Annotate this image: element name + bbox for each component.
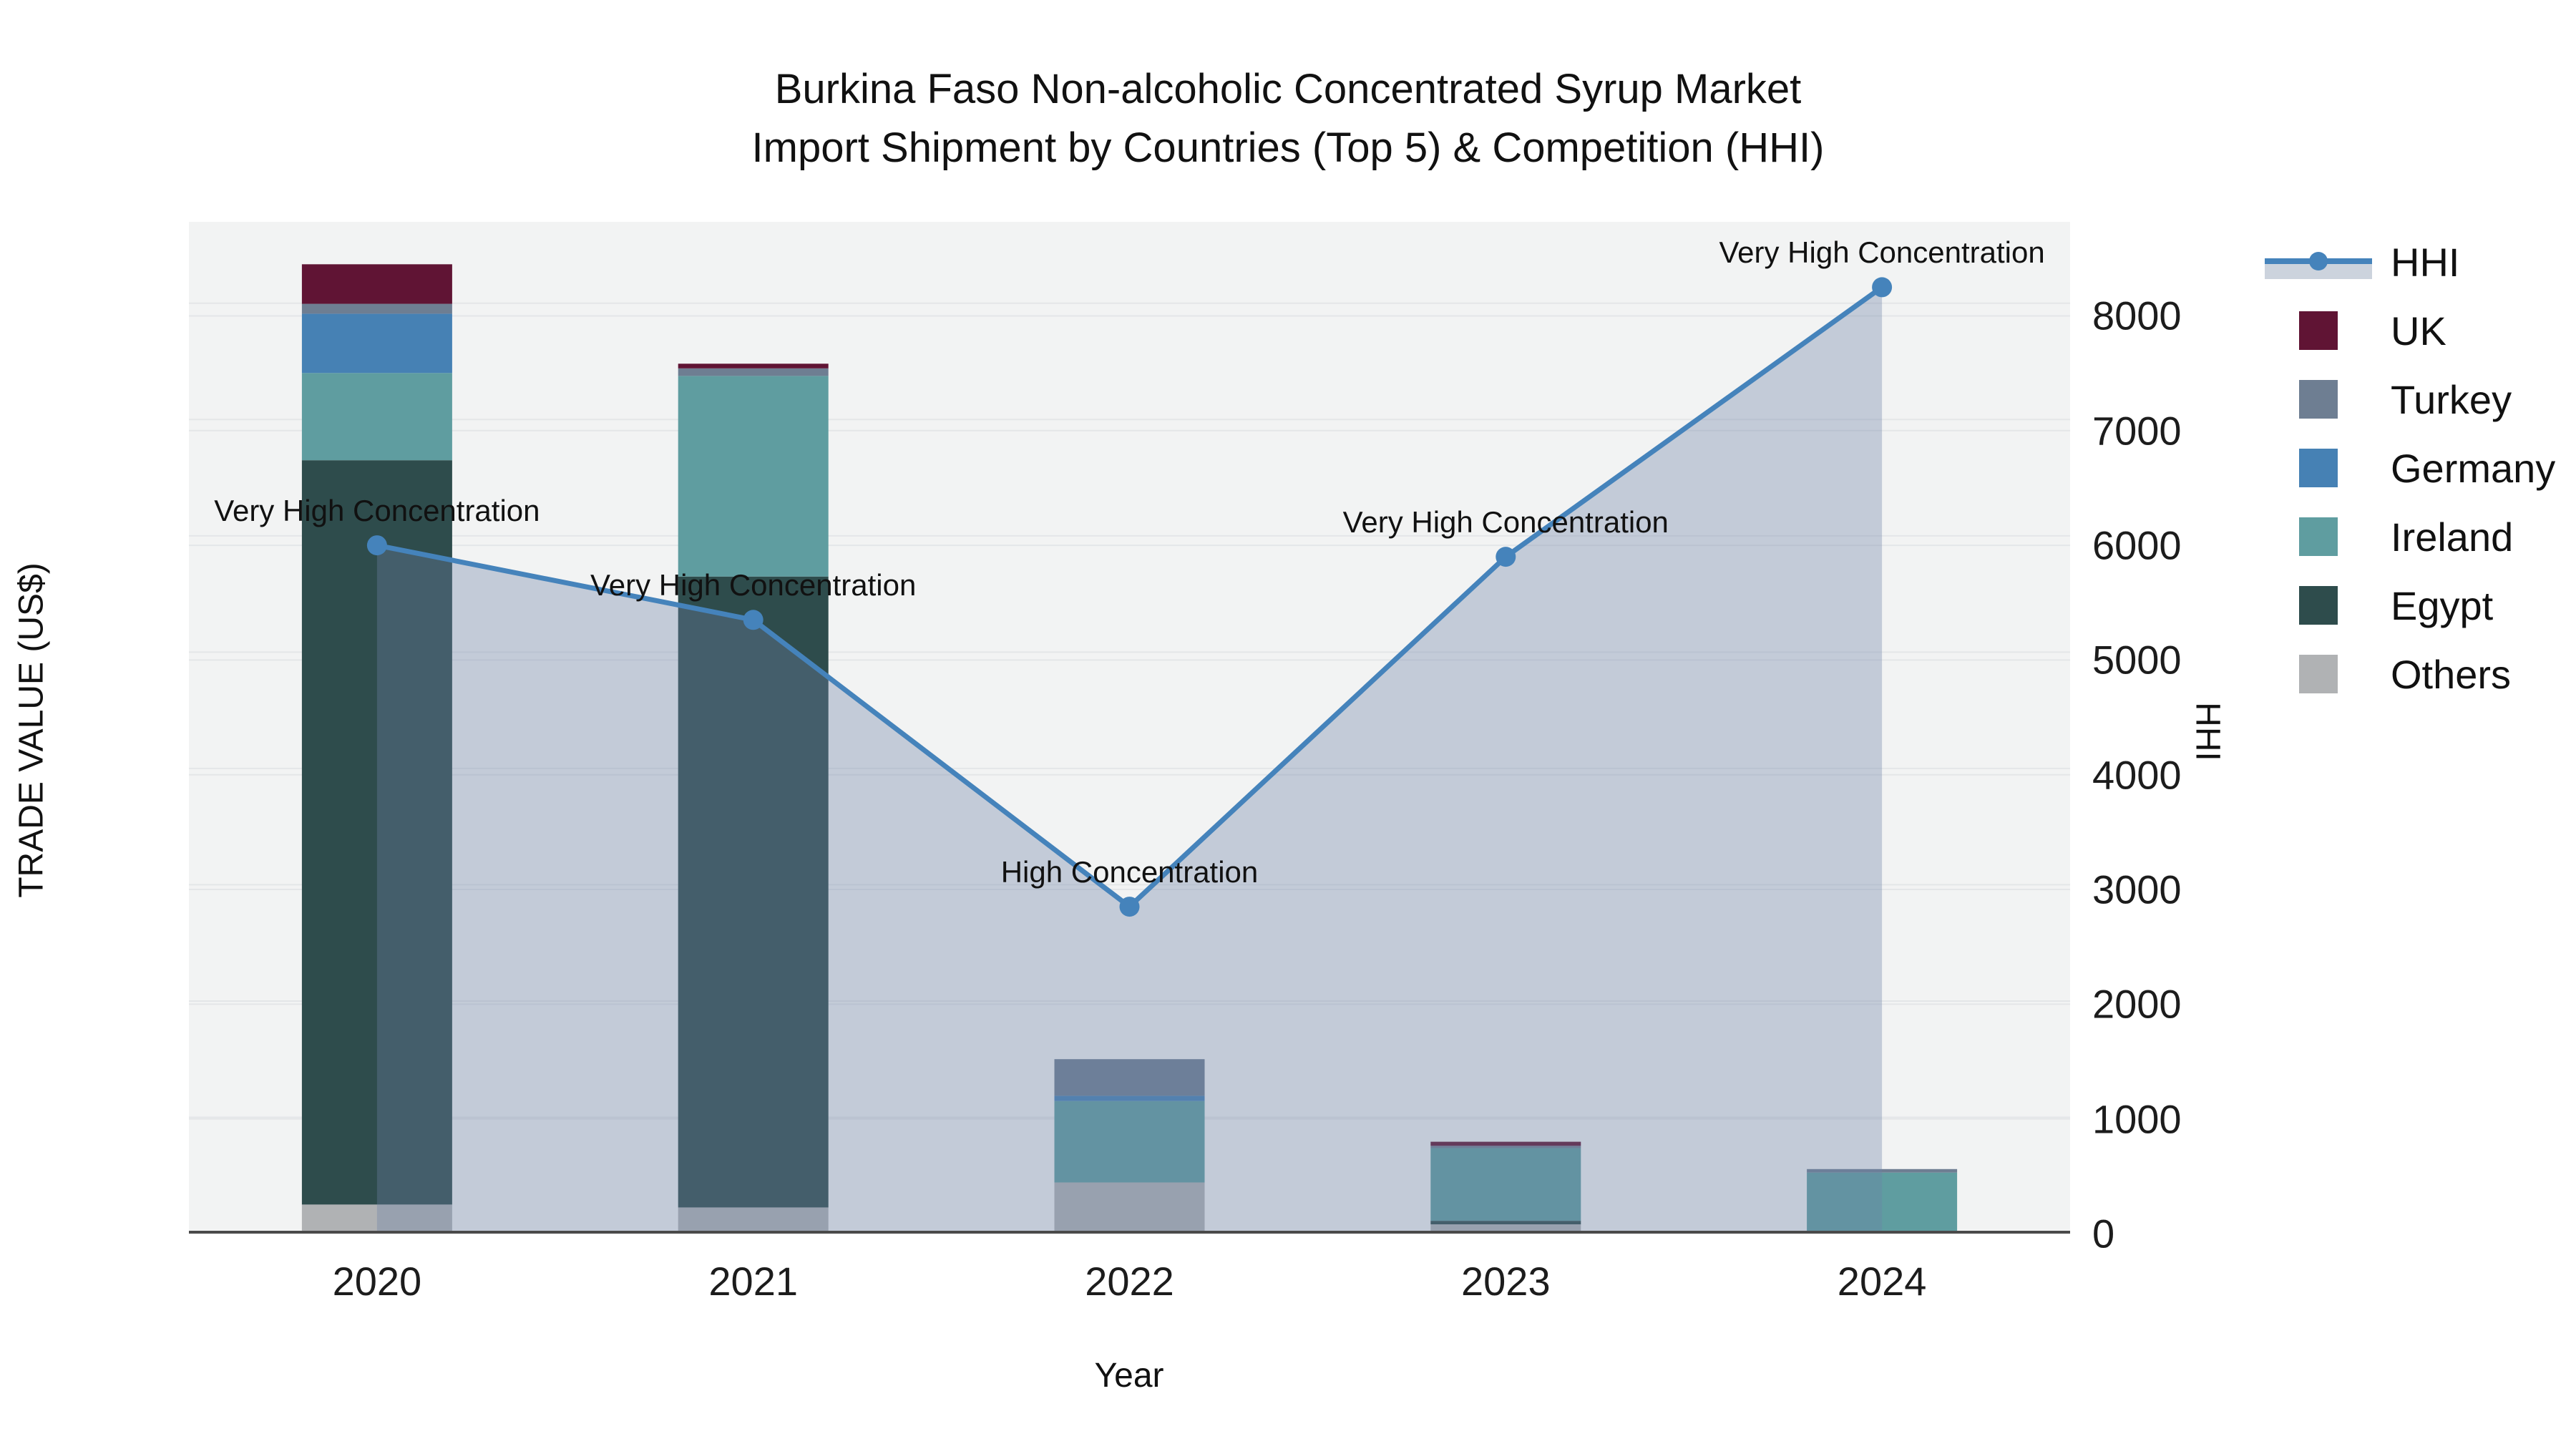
legend-label: Others (2391, 651, 2512, 697)
legend-item-hhi[interactable]: HHI (2265, 228, 2555, 296)
right-tick-8000: 8000 (2092, 293, 2182, 338)
hhi-area-fill (376, 287, 1883, 1234)
hhi-marker-2022[interactable] (1119, 897, 1140, 917)
turkey-swatch-icon (2265, 365, 2372, 434)
hhi-band (2265, 263, 2372, 279)
color-swatch (2299, 517, 2338, 556)
legend-label: Egypt (2391, 582, 2494, 628)
x-tick-2023: 2023 (1461, 1259, 1551, 1304)
bar-segment-turkey-2020[interactable] (301, 303, 452, 314)
legend-label: Turkey (2391, 376, 2512, 422)
right-axis-title: HHI (2188, 702, 2227, 761)
x-tick-2024: 2024 (1837, 1259, 1927, 1304)
bar-segment-others-2020[interactable] (301, 1204, 452, 1234)
legend-item-others[interactable]: Others (2265, 640, 2555, 708)
bar-segment-egypt-2021[interactable] (678, 576, 829, 1208)
bar-segment-ireland-2021[interactable] (678, 376, 829, 577)
right-tick-7000: 7000 (2092, 408, 2182, 454)
bar-segment-uk-2023[interactable] (1430, 1141, 1581, 1146)
bar-segment-egypt-2023[interactable] (1430, 1221, 1581, 1224)
left-axis-title: TRADE VALUE (US$) (12, 562, 51, 898)
ireland-swatch-icon (2265, 502, 2372, 571)
legend: HHI UK Turkey Germany Ireland Egypt Others (2265, 228, 2555, 708)
legend-item-turkey[interactable]: Turkey (2265, 365, 2555, 434)
color-swatch (2299, 380, 2338, 419)
hhi-marker-2021[interactable] (743, 610, 763, 630)
hhi-line-icon (2265, 228, 2372, 296)
right-tick-6000: 6000 (2092, 522, 2182, 568)
bar-segment-others-2022[interactable] (1054, 1182, 1205, 1234)
legend-label: Ireland (2391, 514, 2514, 560)
uk-swatch-icon (2265, 296, 2372, 365)
right-tick-4000: 4000 (2092, 752, 2182, 798)
annotation-2023: Very High Concentration (1342, 505, 1669, 540)
legend-item-egypt[interactable]: Egypt (2265, 571, 2555, 640)
legend-item-ireland[interactable]: Ireland (2265, 502, 2555, 571)
chart-title: Burkina Faso Non-alcoholic Concentrated … (0, 60, 2576, 177)
bar-segment-turkey-2024[interactable] (1807, 1169, 1958, 1173)
bar-segment-ireland-2020[interactable] (301, 373, 452, 461)
right-tick-3000: 3000 (2092, 867, 2182, 912)
x-tick-2022: 2022 (1085, 1259, 1174, 1304)
annotation-2020: Very High Concentration (214, 494, 540, 528)
legend-label: UK (2391, 308, 2446, 353)
hhi-marker-2020[interactable] (366, 535, 387, 556)
color-swatch (2299, 586, 2338, 625)
chart-title-line2: Import Shipment by Countries (Top 5) & C… (751, 125, 1825, 171)
bar-segment-ireland-2024[interactable] (1807, 1172, 1958, 1234)
hhi-marker-2024[interactable] (1872, 277, 1893, 298)
bar-segment-turkey-2021[interactable] (678, 368, 829, 376)
right-tick-5000: 5000 (2092, 637, 2182, 683)
right-tick-0: 0 (2092, 1211, 2115, 1257)
right-tick-1000: 1000 (2092, 1096, 2182, 1142)
bar-segment-turkey-2022[interactable] (1054, 1059, 1205, 1096)
bar-segment-turkey-2023[interactable] (1430, 1146, 1581, 1148)
x-axis-title: Year (1094, 1357, 1164, 1395)
hhi-marker-2023[interactable] (1496, 547, 1516, 567)
color-swatch (2299, 449, 2338, 487)
legend-item-germany[interactable]: Germany (2265, 434, 2555, 502)
bar-segment-ireland-2022[interactable] (1054, 1101, 1205, 1183)
bar-segment-egypt-2020[interactable] (301, 460, 452, 1205)
bar-segment-uk-2020[interactable] (301, 264, 452, 304)
annotation-2022: High Concentration (1000, 855, 1259, 889)
hhi-dot (2309, 252, 2328, 270)
others-swatch-icon (2265, 640, 2372, 708)
x-tick-2020: 2020 (332, 1259, 422, 1304)
bar-segment-others-2021[interactable] (678, 1207, 829, 1234)
bar-segment-ireland-2023[interactable] (1430, 1148, 1581, 1221)
legend-item-uk[interactable]: UK (2265, 296, 2555, 365)
germany-swatch-icon (2265, 434, 2372, 502)
bar-segment-uk-2021[interactable] (678, 364, 829, 369)
bar-segment-germany-2022[interactable] (1054, 1096, 1205, 1101)
color-swatch (2299, 655, 2338, 693)
color-swatch (2299, 311, 2338, 350)
annotation-2021: Very High Concentration (590, 568, 917, 602)
plot-area (189, 222, 2070, 1234)
legend-label: Germany (2391, 445, 2556, 491)
annotation-2024: Very High Concentration (1719, 235, 2045, 270)
chart-title-line1: Burkina Faso Non-alcoholic Concentrated … (774, 66, 1802, 112)
bar-segment-germany-2020[interactable] (301, 313, 452, 374)
x-tick-2021: 2021 (708, 1259, 798, 1304)
legend-label: HHI (2391, 239, 2460, 285)
right-tick-2000: 2000 (2092, 981, 2182, 1027)
egypt-swatch-icon (2265, 571, 2372, 640)
